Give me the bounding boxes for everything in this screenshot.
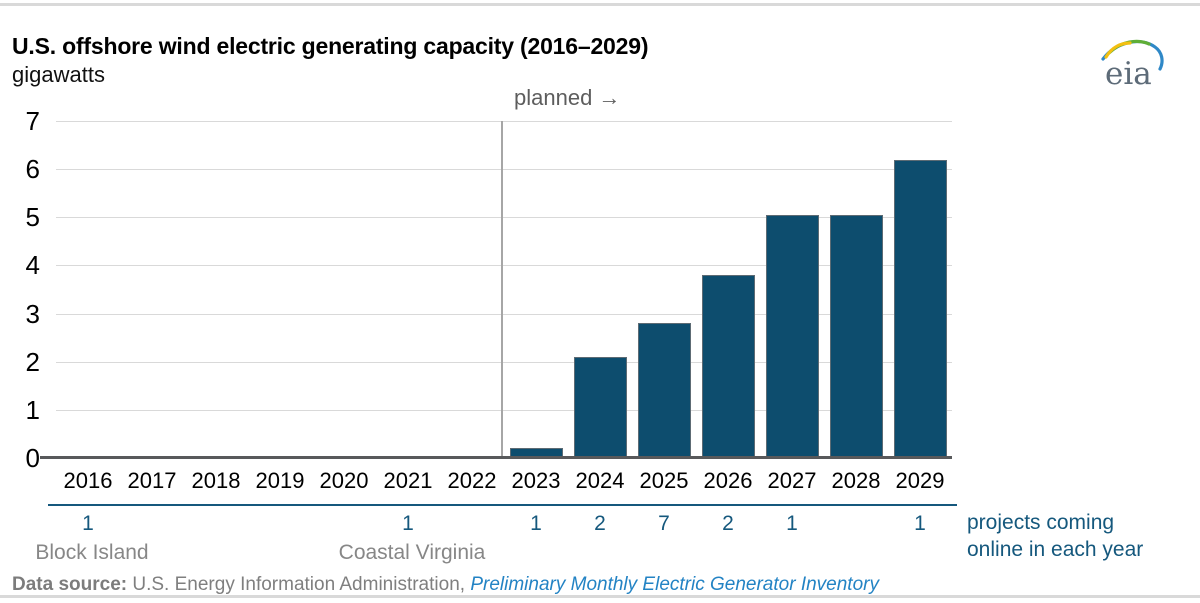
x-tick-label-2027: 2027 bbox=[767, 468, 817, 493]
gridline-5 bbox=[56, 217, 952, 219]
top-border bbox=[0, 3, 1200, 6]
bar-2027 bbox=[765, 214, 819, 458]
bar-2029 bbox=[893, 159, 947, 458]
eia-logo-text: eia bbox=[1105, 56, 1152, 92]
y-tick-label-1: 1 bbox=[25, 394, 40, 425]
data-source-text: U.S. Energy Information Administration, bbox=[127, 574, 471, 595]
y-tick-label-7: 7 bbox=[25, 106, 40, 136]
gridline-3 bbox=[56, 313, 952, 315]
project-count-2026: 2 bbox=[722, 512, 734, 535]
unit-label: gigawatts bbox=[12, 62, 105, 87]
x-tick-label-2017: 2017 bbox=[127, 468, 177, 493]
projects-rule bbox=[48, 504, 957, 506]
x-tick-label-2028: 2028 bbox=[831, 468, 881, 493]
project-count-2016: 1 bbox=[82, 512, 94, 535]
x-tick-label-2019: 2019 bbox=[255, 468, 305, 493]
data-source-prefix: Data source: bbox=[12, 574, 128, 595]
note-block-island: Block Island bbox=[35, 541, 149, 564]
x-tick-label-2021: 2021 bbox=[383, 468, 433, 493]
projects-side-label: projects coming online in each year bbox=[967, 511, 1144, 561]
x-tick-label-2018: 2018 bbox=[191, 468, 241, 493]
project-count-2029: 1 bbox=[914, 512, 926, 535]
x-tick-label-2016: 2016 bbox=[63, 468, 113, 493]
y-tick-label-4: 4 bbox=[25, 250, 40, 281]
page-title: U.S. offshore wind electric generating c… bbox=[12, 33, 649, 59]
data-source-link[interactable]: Preliminary Monthly Electric Generator I… bbox=[470, 574, 879, 595]
project-count-2025: 7 bbox=[658, 512, 670, 535]
bar-2024 bbox=[573, 356, 627, 458]
project-count-2023: 1 bbox=[530, 512, 542, 535]
bottom-border bbox=[0, 595, 1200, 598]
bar-2028 bbox=[829, 214, 883, 458]
project-count-2027: 1 bbox=[786, 512, 798, 535]
y-tick-label-2: 2 bbox=[25, 346, 40, 377]
y-tick-label-5: 5 bbox=[25, 202, 40, 233]
gridline-4 bbox=[56, 265, 952, 267]
x-tick-label-2026: 2026 bbox=[703, 468, 753, 493]
x-tick-label-2024: 2024 bbox=[575, 468, 625, 493]
planned-divider-line bbox=[501, 121, 503, 458]
plot-area bbox=[56, 121, 952, 458]
x-tick-label-2029: 2029 bbox=[895, 468, 945, 493]
x-tick-label-2022: 2022 bbox=[447, 468, 497, 493]
bar-2026 bbox=[701, 275, 755, 458]
y-tick-label-0: 0 bbox=[25, 443, 40, 473]
y-tick-label-6: 6 bbox=[25, 154, 40, 185]
x-axis-line bbox=[40, 456, 952, 459]
gridline-2 bbox=[56, 361, 952, 363]
eia-logo[interactable]: eia bbox=[1093, 32, 1173, 92]
x-tick-label-2025: 2025 bbox=[639, 468, 689, 493]
project-count-2021: 1 bbox=[402, 512, 414, 535]
planned-annotation: planned → bbox=[514, 85, 621, 110]
gridline-1 bbox=[56, 409, 952, 411]
bar-2023 bbox=[509, 448, 563, 458]
note-coastal-virginia: Coastal Virginia bbox=[338, 541, 486, 564]
x-tick-label-2023: 2023 bbox=[511, 468, 561, 493]
y-tick-label-3: 3 bbox=[25, 298, 40, 329]
project-count-2024: 2 bbox=[594, 512, 606, 535]
eia-logo-graphic: eia bbox=[1101, 39, 1164, 92]
gridline-6 bbox=[56, 169, 952, 171]
footer: Data source: U.S. Energy Information Adm… bbox=[12, 574, 879, 596]
eia-logo-arc-yellow bbox=[1104, 41, 1132, 59]
gridline-7 bbox=[56, 121, 952, 122]
x-tick-label-2020: 2020 bbox=[319, 468, 369, 493]
bar-2025 bbox=[637, 323, 691, 458]
